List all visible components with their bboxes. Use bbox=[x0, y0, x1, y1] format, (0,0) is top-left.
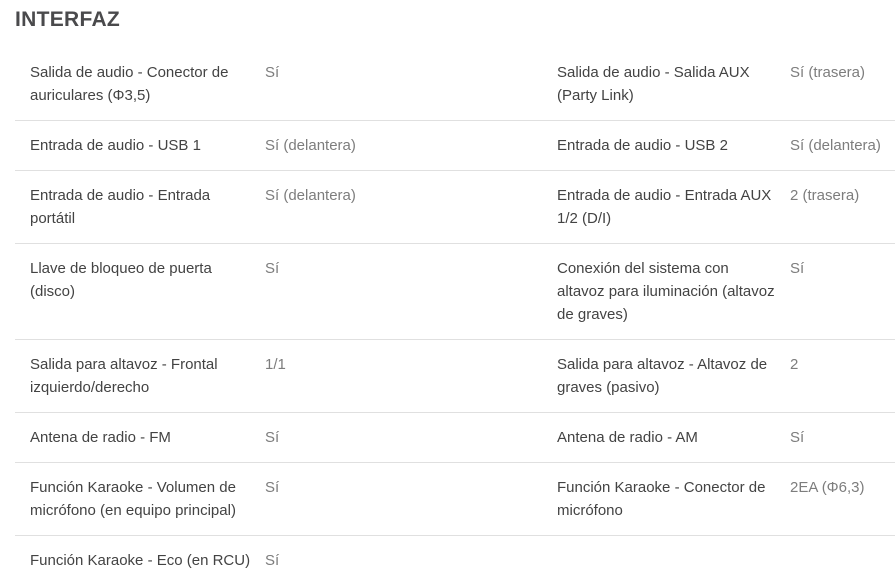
table-row: Salida de audio - Conector de auriculare… bbox=[15, 48, 895, 121]
section-title: INTERFAZ bbox=[15, 8, 121, 31]
spec-value: Sí bbox=[265, 260, 280, 277]
spec-label: Entrada de audio - USB 1 bbox=[30, 137, 201, 154]
spec-label: Conexión del sistema con altavoz para il… bbox=[557, 260, 775, 323]
spec-label: Antena de radio - FM bbox=[30, 429, 171, 446]
table-row: Entrada de audio - USB 1 Sí (delantera) … bbox=[15, 121, 895, 171]
spec-table: Salida de audio - Conector de auriculare… bbox=[15, 48, 895, 582]
spec-value: Sí (trasera) bbox=[790, 64, 866, 81]
spec-value: Sí (delantera) bbox=[265, 137, 356, 154]
spec-value: Sí bbox=[790, 429, 805, 446]
spec-label: Salida para altavoz - Altavoz de graves … bbox=[557, 356, 768, 396]
table-row: Salida para altavoz - Frontal izquierdo/… bbox=[15, 340, 895, 413]
spec-label: Llave de bloqueo de puerta (disco) bbox=[30, 260, 212, 300]
spec-value: Sí (delantera) bbox=[265, 187, 356, 204]
spec-label: Entrada de audio - Entrada portátil bbox=[30, 187, 211, 227]
spec-label: Función Karaoke - Conector de micrófono bbox=[557, 479, 766, 519]
spec-value: 2 (trasera) bbox=[790, 187, 860, 204]
table-row: Función Karaoke - Eco (en RCU) Sí bbox=[15, 536, 895, 582]
spec-value: Sí bbox=[265, 552, 280, 569]
spec-value: Sí (delantera) bbox=[790, 137, 881, 154]
spec-label: Entrada de audio - Entrada AUX 1/2 (D/I) bbox=[557, 187, 772, 227]
spec-label: Entrada de audio - USB 2 bbox=[557, 137, 728, 154]
spec-value: Sí bbox=[265, 64, 280, 81]
spec-value: 2EA (Φ6,3) bbox=[790, 479, 865, 496]
table-row: Función Karaoke - Volumen de micrófono (… bbox=[15, 463, 895, 536]
spec-label: Salida de audio - Salida AUX (Party Link… bbox=[557, 64, 750, 104]
table-row: Entrada de audio - Entrada portátil Sí (… bbox=[15, 171, 895, 244]
spec-label: Antena de radio - AM bbox=[557, 429, 698, 446]
spec-label: Salida de audio - Conector de auriculare… bbox=[30, 64, 229, 104]
spec-value: 1/1 bbox=[265, 356, 286, 373]
spec-label: Función Karaoke - Volumen de micrófono (… bbox=[30, 479, 236, 519]
spec-label: Salida para altavoz - Frontal izquierdo/… bbox=[30, 356, 218, 396]
spec-value: Sí bbox=[265, 429, 280, 446]
spec-label bbox=[557, 549, 790, 572]
spec-value: 2 bbox=[790, 356, 799, 373]
spec-value: Sí bbox=[265, 479, 280, 496]
table-row: Antena de radio - FM Sí Antena de radio … bbox=[15, 413, 895, 463]
spec-label: Función Karaoke - Eco (en RCU) bbox=[30, 552, 251, 569]
table-row: Llave de bloqueo de puerta (disco) Sí Co… bbox=[15, 244, 895, 340]
spec-value: Sí bbox=[790, 260, 805, 277]
spec-value bbox=[790, 549, 895, 572]
